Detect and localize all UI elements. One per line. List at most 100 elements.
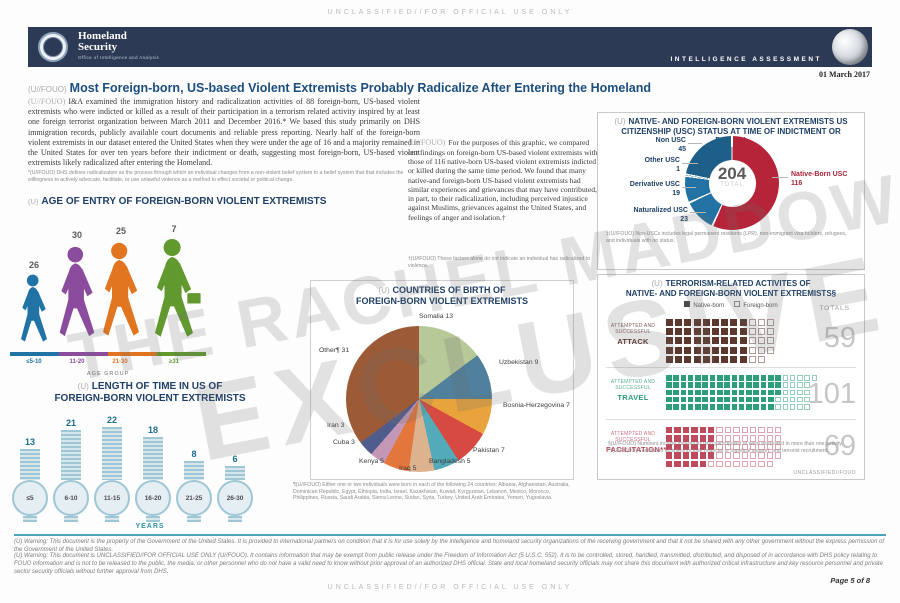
length-chart-marking: (U): [77, 382, 89, 391]
intro-paragraph: (U//FOUO) I&A examined the immigration hi…: [28, 97, 420, 169]
intro-text: I&A examined the immigration history and…: [28, 97, 420, 168]
attack-waffle: [666, 319, 778, 365]
dhs-seal-icon: [38, 32, 68, 62]
watch-face-5: 21-25: [176, 480, 212, 516]
pie-label-bosnia: Bosnia-Herzegovina 7: [503, 402, 570, 409]
top-classification: UNCLASSIFIED//FOR OFFICIAL USE ONLY: [327, 9, 573, 16]
purpose-footnote: †(U//FOUO) These factors alone do not in…: [408, 256, 591, 269]
legend-native-born: Native-born: [684, 301, 724, 309]
length-chart-title-line2: FOREIGN-BORN VIOLENT EXTREMISTS: [54, 392, 246, 404]
watch-strap-3: [102, 427, 122, 480]
watch-face-1: ≤5: [12, 480, 48, 516]
watch-6: 6 26-30: [213, 454, 257, 522]
watch-face-2: 6-10: [53, 480, 89, 516]
person-child-icon: [21, 274, 47, 342]
facilitation-category: FACILITATION**: [606, 444, 667, 454]
watch-tail-5: [187, 516, 201, 522]
citizenship-donut: [685, 136, 779, 230]
legend-open-square-icon: [734, 301, 741, 307]
facilitation-waffle: [666, 427, 786, 469]
donut-total-label: TOTAL: [720, 182, 744, 188]
intro-marking: (U//FOUO): [28, 97, 66, 106]
pie-label-somalia: Somalia 13: [419, 313, 454, 320]
length-chart-title: (U) LENGTH OF TIME IN US OF FOREIGN-BORN …: [20, 381, 280, 404]
age-value-4: 7: [171, 224, 177, 234]
age-value-3: 25: [115, 226, 126, 236]
watch-face-3: 11-15: [94, 480, 130, 516]
age-figure-group-2: 30: [54, 230, 100, 352]
watch-2: 21 6-10: [49, 418, 93, 522]
waffle-row-facilitation: ATTEMPTED AND SUCCESSFUL FACILITATION** …: [606, 425, 856, 471]
watch-strap-5: [184, 460, 204, 480]
footer-warning-1: (U) Warning: This document is the proper…: [14, 539, 885, 553]
agency-name: Homeland Security: [78, 31, 127, 53]
document-date: 01 March 2017: [819, 70, 870, 79]
document-title: (U//FOUO) Most Foreign-born, US-based Vio…: [28, 79, 888, 97]
watch-tail-3: [105, 516, 119, 522]
watch-value-2: 21: [65, 417, 76, 428]
age-axis-seg-4: [157, 352, 206, 356]
page-number: Page 5 of 8: [830, 576, 870, 585]
donut-label-non-usc: Non USC 45: [655, 137, 686, 153]
pie-label-pakistan: Pakistan 7: [473, 447, 505, 454]
watch-tail-4: [146, 516, 160, 522]
age-category-4: ≥31: [169, 359, 179, 365]
facilitation-label: ATTEMPTED AND SUCCESSFUL FACILITATION**: [606, 431, 667, 454]
terrorism-footnotes: §(U//FOUO) Numbers include individuals w…: [608, 441, 854, 454]
age-axis-seg-2: [59, 352, 108, 356]
watch-face-4: 16-20: [135, 480, 171, 516]
agency-line2: Security: [78, 41, 118, 53]
age-chart-title-text: AGE OF ENTRY OF FOREIGN-BORN VIOLENT EXT…: [41, 196, 327, 207]
donut-center: 204 TOTAL: [702, 165, 762, 188]
age-figure-group-3: 25: [95, 226, 147, 352]
terrorism-title-line2: NATIVE- AND FOREIGN-BORN VIOLENT EXTREMI…: [625, 288, 837, 298]
age-axis-seg-3: [108, 352, 157, 356]
donut-label-naturalized-usc: Naturalized USC 23: [633, 207, 688, 223]
watch-tail-1: [23, 516, 37, 522]
countries-pie-panel: (U) COUNTRIES OF BIRTH OF FOREIGN-BORN VI…: [310, 280, 574, 480]
globe-icon: [832, 29, 868, 65]
watch-strap-2: [61, 429, 81, 480]
row-divider: [606, 419, 856, 420]
terrorism-footnote-1: §(U//FOUO) Numbers include individuals w…: [608, 441, 843, 447]
watch-value-4: 18: [147, 424, 158, 435]
attack-total: 59: [823, 322, 856, 354]
pie-label-uzbekistan: Uzbekistan 9: [499, 359, 539, 366]
age-xlabel: AGE GROUP: [86, 371, 130, 377]
totals-label: TOTALS: [819, 305, 850, 312]
agency-line1: Homeland: [78, 30, 127, 42]
attack-label: ATTEMPTED AND SUCCESSFUL ATTACK: [606, 323, 660, 346]
watch-strap-4: [143, 436, 163, 480]
title-marking: (U//FOUO): [28, 85, 67, 94]
person-adult-icon: [103, 242, 139, 336]
countries-pie-title: (U) COUNTRIES OF BIRTH OF FOREIGN-BORN VI…: [311, 285, 573, 307]
length-chart-title-line1: LENGTH OF TIME IN US OF: [91, 381, 223, 392]
citizenship-marking: (U): [614, 117, 626, 126]
pie-label-iraq: Iraq 5: [399, 465, 417, 472]
watch-tail-6: [228, 516, 242, 522]
terrorism-footnote-2: **(U//FOUO) Facilitation activities incl…: [608, 447, 829, 454]
pie-label-other: Other¶ 31: [319, 347, 350, 354]
leader-line: [682, 163, 698, 164]
age-chart-title: (U) AGE OF ENTRY OF FOREIGN-BORN VIOLENT …: [28, 196, 326, 207]
purpose-paragraph: (U//FOUO) For the purposes of this graphi…: [408, 138, 598, 222]
footer-divider: [14, 534, 886, 536]
pie-label-bangladesh: Bangladesh 5: [429, 458, 471, 465]
pie-label-iran: Iran 3: [327, 422, 345, 429]
row-divider: [606, 367, 856, 368]
watch-value-6: 6: [232, 453, 238, 464]
watch-4: 18 16-20: [131, 425, 175, 522]
waffle-row-attack: ATTEMPTED AND SUCCESSFUL ATTACK 59: [606, 317, 856, 363]
waffle-legend: Native-born Foreign-born: [598, 301, 864, 309]
person-older-adult-icon: [155, 238, 201, 337]
age-value-2: 30: [71, 230, 82, 240]
watch-1: 13 ≤5: [8, 437, 52, 522]
age-axis-seg-1: [10, 352, 59, 356]
countries-pie-title-line1: COUNTRIES OF BIRTH OF: [392, 285, 506, 295]
donut-label-other-usc: Other USC 1: [644, 157, 680, 173]
length-xlabel: YEARS: [135, 523, 165, 530]
watch-5: 8 21-25: [172, 449, 216, 522]
facilitation-total: 69: [823, 430, 856, 462]
bottom-classification: UNCLASSIFIED//FOR OFFICIAL USE ONLY: [327, 584, 573, 591]
